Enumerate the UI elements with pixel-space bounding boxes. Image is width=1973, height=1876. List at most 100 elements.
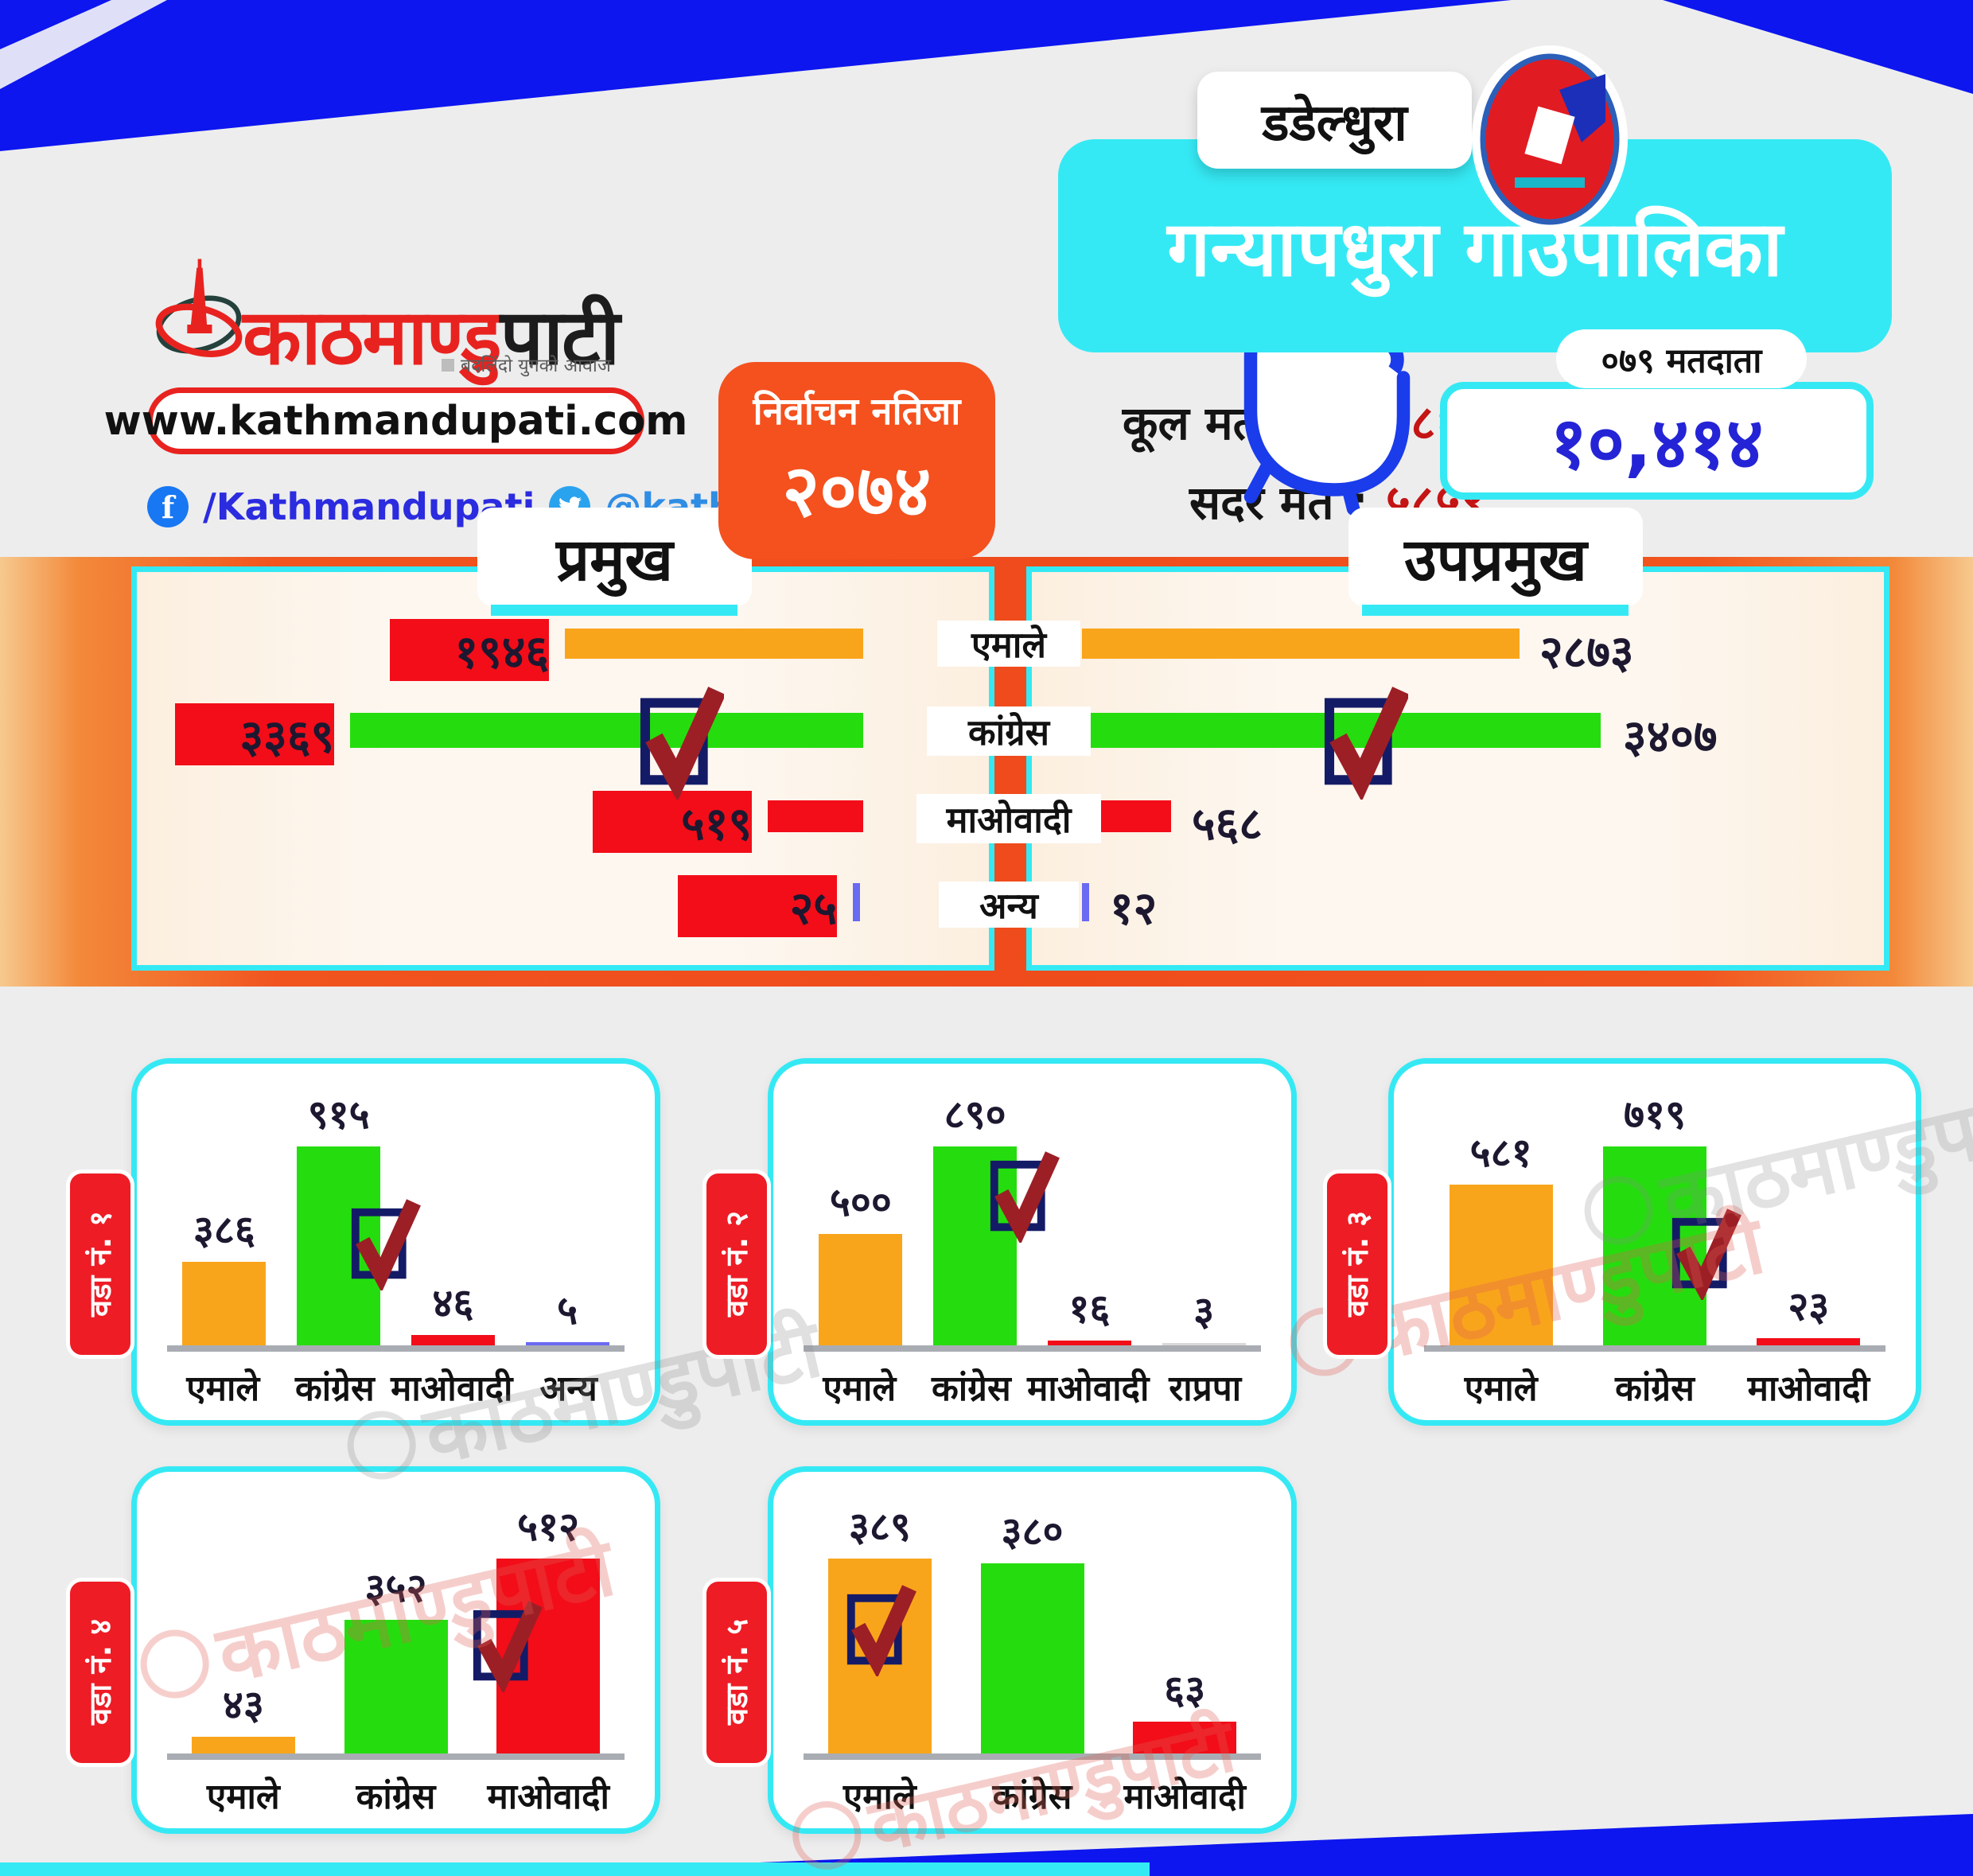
bar-value: २३ [1788,1283,1830,1329]
ward-2-labels: एमाले कांग्रेस माओवादी राप्रपा [823,1368,1242,1409]
pramukh-underline [491,605,737,616]
bar-value: ५०० [829,1179,892,1225]
maoist-bar [1757,1338,1861,1345]
bar-value: २५ [678,875,837,937]
ward-3-tab: वडा नं. ३ [1323,1170,1391,1359]
bar-value: १२ [1110,882,1158,935]
ward-3-chart: ५८१ ७१९ २३ [1424,1092,1885,1352]
ward-5-labels: एमाले कांग्रेस माओवादी [843,1777,1246,1817]
party-label-uml: एमाले [937,621,1080,667]
voters-079-value: १०,४१४ [1550,402,1764,485]
congress-bar [1602,1146,1706,1345]
uml-bar [1449,1185,1553,1345]
bar-value: ४६ [432,1280,474,1326]
bar-value: ७१९ [1623,1092,1686,1138]
winner-check-icon [846,1585,916,1676]
bar-value: ३८९ [848,1504,911,1550]
bar-value: ५१२ [517,1504,580,1550]
ward-1-card: ३८६ ९१५ ४६ ५ एमाले कांग्रेस माओवादी अन्य [131,1058,660,1426]
municipality-banner: गन्यापधुरा गाउँपालिका [1058,139,1892,352]
winner-check-icon [351,1199,421,1290]
facebook-icon[interactable]: f [147,486,189,527]
tagline-bullet-icon [442,359,454,372]
congress-bar [933,1146,1018,1345]
brand-name-suffix: पाटी [500,293,621,382]
ward-3-card: ५८१ ७१९ २३ एमाले कांग्रेस माओवादी [1388,1058,1921,1426]
party-label-congress: कांग्रेस [927,706,1091,756]
uml-bar [182,1262,267,1345]
district-box: डडेल्धुरा [1197,72,1472,169]
municipality-name: गन्यापधुरा गाउँपालिका [1167,204,1783,294]
pramukh-title: प्रमुख [477,508,752,606]
pramukh-other-bar [853,883,860,921]
ward-4-chart: ४३ ३५२ ५१२ [167,1504,625,1760]
bar-value: ३५२ [364,1565,427,1611]
voters-079-box: १०,४१४ [1440,382,1874,500]
ward-1-labels: एमाले कांग्रेस माओवादी अन्य [186,1368,597,1409]
maoist-bar [411,1335,495,1345]
brand-name: काठमाण्डुपाटी [243,299,620,376]
winner-check-icon [990,1151,1060,1243]
main-results-band: प्रमुख उपप्रमुख १९४६ ३३६९ ५१९ २५ २८७३ ३४… [0,508,1973,987]
brand-logo: काठमाण्डुपाटी [155,256,620,376]
bar-value: ३८० [1001,1508,1064,1555]
brand-tagline: बदलिंदो युगको आवाज [442,352,611,377]
bar-value: ८९० [944,1092,1006,1138]
bar-value: २८७३ [1539,626,1634,679]
winner-check-icon [1324,687,1408,800]
website-link[interactable]: www.kathmandupati.com [104,387,687,454]
maoist-bar [1047,1341,1131,1345]
pramukh-congress-bar [350,713,863,748]
pramukh-card [131,566,994,971]
ward-2-card: ५०० ८९० १६ ३ एमाले कांग्रेस माओवादी राप्… [768,1058,1297,1426]
ward-2-tab: वडा नं. २ [702,1170,771,1359]
bar-value: ६३ [1164,1667,1206,1713]
pramukh-maoist-bar [768,800,863,832]
pramukh-uml-bar [565,629,863,659]
winner-check-icon [1671,1209,1741,1300]
ward-5-tab: वडा नं. ५ [702,1578,771,1767]
bar-value: ९१५ [307,1092,370,1138]
party-label-other: अन्य [939,882,1079,928]
ward-4-tab: वडा नं. ४ [66,1578,134,1767]
bar-value: ५१९ [593,791,752,853]
ward-4-card: ४३ ३५२ ५१२ एमाले कांग्रेस माओवादी [131,1466,660,1834]
other-bar [525,1342,609,1345]
bar-value: १९४६ [390,619,549,681]
winner-check-icon [473,1601,543,1692]
ward-2-chart: ५०० ८९० १६ ३ [804,1092,1261,1352]
bottom-cyan-strip [0,1862,1150,1876]
ward-1-chart: ३८६ ९१५ ४६ ५ [167,1092,625,1352]
ward-5-card: ३८९ ३८० ६३ एमाले कांग्रेस माओवादी [768,1466,1297,1834]
upapramukh-uml-bar [1082,629,1520,659]
election-year: २०७४ [782,450,932,533]
rpp-bar [1162,1343,1246,1345]
bar-value: ३ [1193,1288,1215,1334]
election-result-box: निर्वाचन नतिजा २०७४ [718,362,995,559]
winner-check-icon [640,687,724,800]
maoist-bar [1133,1722,1237,1753]
congress-bar [344,1620,448,1753]
ballot-box-icon [1472,45,1628,233]
tower-logo-icon [155,259,243,357]
bar-value: ५ [557,1287,578,1333]
congress-bar [980,1563,1084,1753]
bar-value: ३८६ [193,1207,255,1253]
party-label-maoist: माओवादी [916,794,1101,843]
upapramukh-underline [1362,605,1629,616]
brand-name-main: काठमाण्डु [243,293,502,382]
bar-value: १६ [1068,1286,1111,1332]
ward-1-tab: वडा नं. १ [66,1170,134,1359]
bar-value: ३४०७ [1623,710,1718,763]
election-result-label: निर्वाचन नतिजा [753,390,961,434]
voters-079-bubble: ०७९ मतदाता [1556,329,1807,388]
ward-4-labels: एमाले कांग्रेस माओवादी [206,1777,609,1817]
upapramukh-title: उपप्रमुख [1348,508,1643,606]
uml-bar [191,1737,295,1753]
ward-3-labels: एमाले कांग्रेस माओवादी [1464,1368,1870,1409]
bar-value: ५६८ [1192,798,1263,850]
bar-value: ३३६९ [175,703,334,765]
bar-value: ५८१ [1469,1130,1532,1176]
uml-bar [819,1234,903,1345]
